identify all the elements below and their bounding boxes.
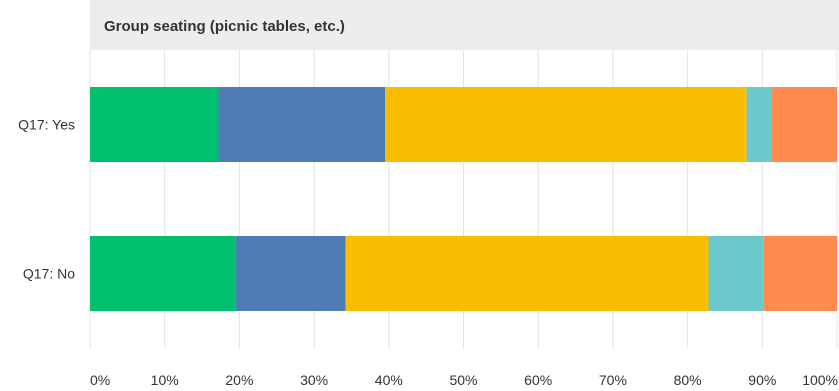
x-tick-label: 10% [151, 372, 179, 388]
title-band [90, 0, 839, 50]
x-tick-label: 80% [674, 372, 702, 388]
category-labels: Q17: Yes Q17: No [18, 117, 75, 282]
x-tick-label: 70% [599, 372, 627, 388]
bar-segment [708, 236, 764, 311]
bar-segment [772, 87, 837, 162]
bar-segment [90, 236, 236, 311]
x-tick-label: 20% [225, 372, 253, 388]
category-label: Q17: Yes [18, 117, 75, 133]
x-tick-label: 30% [300, 372, 328, 388]
x-tick-label: 100% [802, 372, 838, 388]
x-tick-label: 90% [748, 372, 776, 388]
x-tick-label: 0% [90, 372, 110, 388]
chart-title: Group seating (picnic tables, etc.) [104, 18, 345, 35]
bar-segment [763, 236, 837, 311]
bar-segment [746, 87, 773, 162]
bar-segment [235, 236, 346, 311]
bar-segment [345, 236, 709, 311]
x-axis-tick-labels: 0% 10% 20% 30% 40% 50% 60% 70% 80% 90% 100% [90, 372, 838, 388]
bar-segment [385, 87, 747, 162]
category-label: Q17: No [23, 266, 75, 282]
bar-segment [218, 87, 386, 162]
bar-segment [90, 87, 219, 162]
x-tick-label: 60% [524, 372, 552, 388]
x-tick-label: 40% [375, 372, 403, 388]
x-tick-label: 50% [449, 372, 477, 388]
bar-segments [90, 87, 837, 311]
